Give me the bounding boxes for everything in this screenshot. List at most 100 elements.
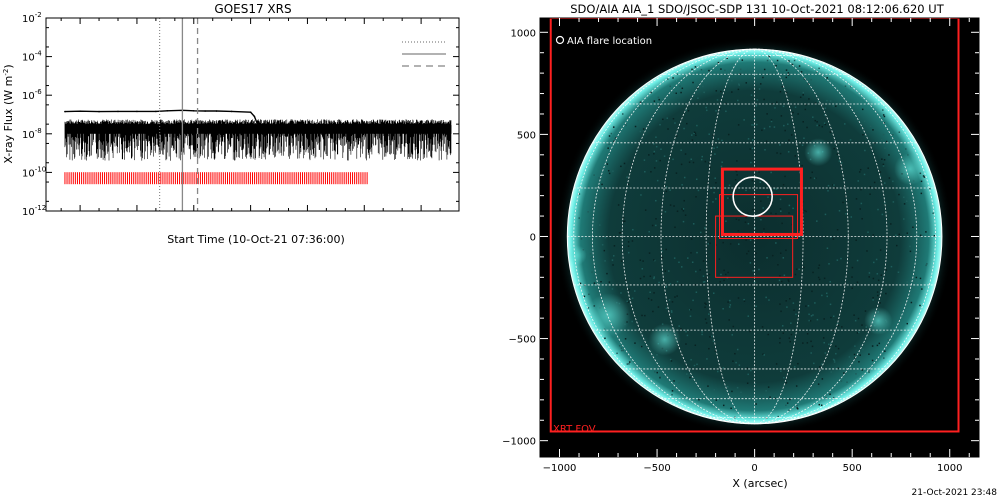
disk-texture-speck — [681, 87, 684, 90]
disk-texture-speck — [811, 283, 814, 286]
disk-texture-speck — [808, 98, 810, 100]
disk-texture-speck — [712, 201, 714, 203]
disk-texture-speck — [820, 404, 823, 406]
aia-x-tick-label: 0 — [751, 463, 757, 474]
longitude-line — [754, 48, 888, 425]
disk-texture-speck — [669, 358, 672, 361]
disk-texture-speck — [762, 76, 764, 79]
disk-texture-speck — [664, 211, 667, 213]
disk-texture-speck — [906, 281, 909, 283]
heliographic-grid — [567, 48, 942, 425]
disk-texture-speck — [777, 415, 779, 418]
disk-texture-speck — [837, 324, 840, 327]
disk-texture-speck — [789, 398, 791, 401]
disk-texture-speck — [779, 198, 782, 201]
disk-texture-speck — [776, 101, 778, 103]
disk-texture-speck — [817, 383, 820, 385]
disk-texture-speck — [775, 363, 778, 365]
disk-texture-speck — [672, 77, 674, 79]
disk-texture-speck — [626, 363, 629, 365]
xrt-pointing-box — [720, 167, 803, 236]
active-region-glow — [864, 306, 893, 335]
disk-texture-speck — [785, 69, 788, 71]
disk-texture-speck — [883, 159, 886, 161]
disk-texture-speck — [879, 171, 882, 173]
goes-x-axis-label: Start Time (10-Oct-21 07:36:00) — [167, 233, 345, 246]
disk-texture-speck — [725, 220, 727, 222]
disk-texture-speck — [703, 280, 706, 283]
disk-texture-speck — [714, 350, 717, 352]
goes-flux-point — [257, 125, 259, 127]
disk-texture-speck — [919, 277, 922, 280]
disk-texture-speck — [685, 343, 687, 345]
disk-texture-speck — [697, 189, 700, 192]
disk-texture-speck — [759, 83, 762, 85]
disk-texture-speck — [644, 170, 646, 173]
disk-texture-speck — [882, 114, 885, 116]
disk-texture-speck — [754, 383, 756, 385]
disk-texture-speck — [712, 340, 715, 342]
goes-y-tick-label: 10-8 — [22, 127, 42, 141]
disk-texture-speck — [862, 348, 864, 351]
disk-texture-speck — [811, 345, 814, 348]
disk-texture-speck — [739, 73, 741, 75]
disk-texture-speck — [612, 264, 614, 266]
disk-texture-speck — [837, 347, 840, 350]
disk-texture-speck — [788, 409, 790, 412]
disk-texture-speck — [648, 230, 650, 233]
goes-flux-point — [253, 115, 256, 118]
disk-texture-speck — [738, 83, 740, 85]
disk-texture-speck — [734, 352, 736, 355]
disk-texture-speck — [678, 261, 680, 264]
disk-texture-speck — [727, 133, 730, 136]
disk-texture-speck — [850, 216, 853, 218]
disk-texture-speck — [653, 259, 656, 262]
xrt-pointing-box — [719, 194, 799, 240]
disk-texture-speck — [750, 161, 752, 164]
disk-texture-speck — [804, 108, 807, 111]
disk-texture-speck — [747, 222, 750, 225]
disk-texture-speck — [669, 204, 672, 206]
disk-texture-speck — [848, 356, 851, 358]
disk-texture-speck — [816, 124, 818, 127]
disk-texture-speck — [746, 252, 748, 255]
disk-texture-speck — [655, 218, 657, 220]
disk-texture-speck — [749, 262, 752, 264]
disk-texture-speck — [729, 243, 732, 245]
disk-texture-speck — [840, 162, 843, 164]
disk-texture-speck — [906, 322, 909, 325]
disk-texture-speck — [872, 277, 875, 280]
disk-texture-speck — [686, 122, 688, 125]
disk-texture-speck — [789, 298, 791, 300]
disk-texture-speck — [704, 302, 706, 304]
disk-texture-speck — [787, 151, 790, 153]
disk-texture-speck — [855, 198, 858, 200]
disk-texture-speck — [836, 229, 839, 231]
disk-texture-speck — [788, 60, 790, 62]
disk-texture-speck — [833, 361, 836, 363]
disk-texture-speck — [808, 319, 810, 322]
disk-texture-speck — [816, 121, 818, 123]
disk-texture-speck — [855, 373, 857, 375]
disk-texture-speck — [752, 208, 754, 211]
disk-texture-speck — [690, 358, 692, 361]
disk-texture-speck — [705, 106, 707, 109]
disk-texture-speck — [707, 243, 709, 245]
disk-texture-speck — [599, 224, 601, 226]
disk-texture-speck — [644, 209, 647, 211]
disk-texture-speck — [792, 111, 794, 114]
disk-texture-speck — [700, 158, 703, 161]
disk-texture-speck — [779, 252, 782, 254]
disk-texture-speck — [836, 322, 839, 325]
disk-texture-speck — [923, 176, 926, 178]
disk-texture-speck — [695, 178, 698, 181]
disk-texture-speck — [655, 145, 658, 148]
disk-texture-speck — [692, 299, 694, 302]
disk-texture-speck — [678, 382, 680, 384]
disk-texture-speck — [737, 243, 740, 245]
disk-texture-speck — [701, 331, 703, 333]
disk-texture-speck — [829, 131, 832, 133]
disk-texture-speck — [708, 162, 710, 164]
disk-texture-speck — [719, 281, 722, 283]
goes-flux-point — [261, 133, 263, 135]
